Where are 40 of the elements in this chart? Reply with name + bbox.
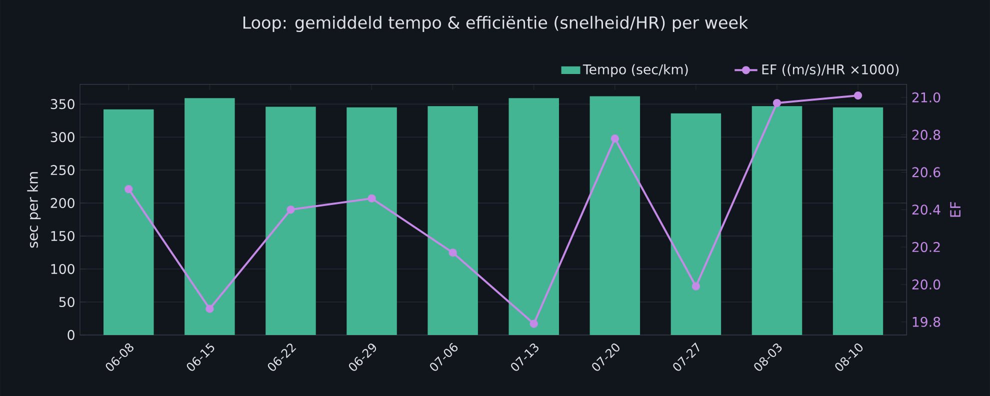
y-tick-label: 350 bbox=[50, 99, 74, 110]
bar bbox=[752, 106, 802, 335]
point bbox=[854, 91, 862, 100]
bar bbox=[428, 106, 478, 335]
y2-tick-label: 20.0 bbox=[912, 279, 940, 290]
y-tick-label: 300 bbox=[50, 132, 74, 142]
bar bbox=[832, 107, 884, 335]
point bbox=[772, 98, 782, 108]
y2-tick-label: 20.6 bbox=[912, 167, 940, 178]
legend-label: Tempo (sec/km) bbox=[582, 64, 688, 78]
bar bbox=[184, 98, 235, 335]
bar bbox=[590, 96, 640, 335]
y2-tick-label: 20.4 bbox=[912, 204, 940, 215]
point bbox=[124, 185, 133, 194]
chart-title: Loop: gemiddeld tempo & efficiëntie (snelheid/HR) per week bbox=[243, 16, 748, 32]
y2-tick-label: 20.8 bbox=[912, 130, 940, 140]
point bbox=[368, 194, 376, 202]
y-tick-label: 50 bbox=[59, 296, 74, 308]
legend-label: EF ((m/s)/HR ×1000) bbox=[762, 64, 899, 76]
bar bbox=[104, 109, 154, 335]
point bbox=[530, 320, 538, 328]
point bbox=[692, 282, 700, 290]
y2-tick-label: 19.8 bbox=[912, 316, 940, 327]
bar bbox=[266, 106, 316, 335]
point bbox=[206, 304, 214, 313]
y-tick-label: 0 bbox=[68, 330, 74, 340]
y-tick-label: 150 bbox=[51, 230, 74, 242]
y-tick-label: 200 bbox=[50, 198, 74, 208]
point bbox=[286, 206, 295, 214]
point bbox=[448, 248, 457, 257]
bar bbox=[670, 113, 722, 335]
y-axis-title: sec per km bbox=[27, 172, 41, 248]
point bbox=[610, 134, 619, 143]
y2-tick-label: 21.0 bbox=[912, 92, 940, 102]
y2-tick-label: 20.2 bbox=[912, 242, 940, 252]
bar bbox=[346, 107, 397, 335]
y2-axis-title: EF bbox=[950, 202, 960, 217]
y-tick-label: 250 bbox=[50, 165, 74, 176]
y-tick-label: 100 bbox=[51, 264, 74, 274]
bar bbox=[508, 98, 559, 335]
